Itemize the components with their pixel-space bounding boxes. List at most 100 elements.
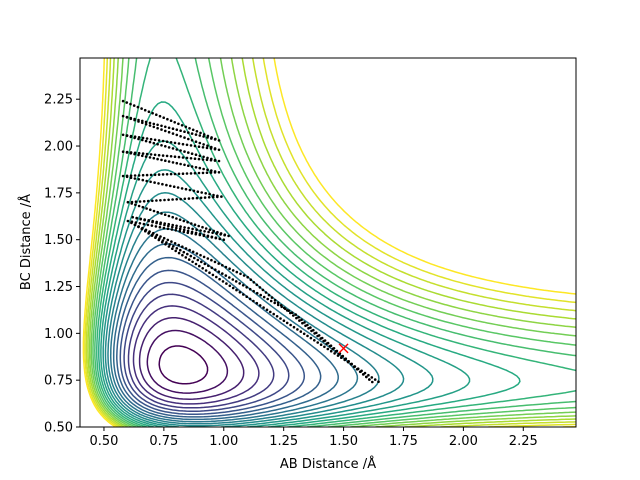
trajectory-point	[175, 148, 179, 151]
trajectory-point	[241, 284, 245, 287]
trajectory-point	[213, 138, 217, 141]
trajectory-point	[186, 252, 189, 256]
trajectory-point	[126, 200, 130, 204]
trajectory-point	[141, 154, 144, 158]
trajectory-point	[184, 247, 188, 250]
trajectory-point	[125, 151, 129, 154]
trajectory-point	[206, 235, 210, 238]
trajectory-point	[294, 313, 298, 316]
trajectory-point	[234, 280, 238, 283]
trajectory-point	[194, 262, 198, 266]
trajectory-point	[161, 139, 165, 143]
trajectory-point	[171, 147, 175, 150]
trajectory-point	[325, 342, 329, 346]
trajectory-point	[170, 228, 174, 231]
trajectory-point	[377, 380, 380, 384]
y-tick-label: 1.50	[44, 233, 73, 248]
trajectory-point	[276, 303, 280, 307]
trajectory-point	[121, 150, 125, 153]
trajectory-point	[206, 144, 209, 147]
trajectory-point	[209, 171, 213, 174]
contour-level-9	[109, 228, 359, 423]
trajectory-point	[276, 301, 280, 305]
trajectory-point	[144, 139, 148, 143]
trajectory-point	[157, 238, 161, 242]
trajectory-point	[167, 130, 171, 134]
trajectory-point	[215, 275, 218, 279]
trajectory-point	[173, 242, 177, 245]
trajectory-point	[167, 214, 171, 218]
contour-level-21	[85, 58, 576, 427]
trajectory-point	[152, 141, 156, 145]
trajectory-point	[183, 226, 186, 229]
trajectory-point	[202, 143, 205, 146]
trajectory-point	[182, 250, 186, 254]
trajectory-point	[141, 136, 145, 140]
trajectory-point	[169, 172, 173, 176]
trajectory-point	[323, 345, 326, 349]
trajectory-point	[222, 238, 226, 241]
trajectory-point	[162, 226, 166, 230]
trajectory-point	[181, 156, 185, 159]
trajectory-point	[295, 316, 298, 320]
trajectory-point	[175, 128, 179, 131]
contour-level-15	[96, 58, 576, 427]
trajectory-point	[163, 213, 167, 216]
trajectory-point	[200, 191, 203, 194]
trajectory-point	[292, 325, 296, 329]
trajectory-point	[176, 186, 180, 189]
trajectory-point	[227, 234, 230, 238]
trajectory-point	[171, 247, 174, 250]
trajectory-point	[199, 131, 202, 135]
trajectory-point	[198, 134, 202, 137]
trajectory-point	[173, 172, 177, 176]
trajectory-point	[245, 295, 248, 299]
trajectory-point	[204, 227, 208, 230]
trajectory-point	[145, 179, 148, 183]
trajectory-point	[183, 163, 186, 167]
trajectory-point	[144, 229, 147, 233]
trajectory-point	[221, 264, 224, 267]
trajectory-point	[319, 337, 323, 340]
trajectory-point	[171, 127, 175, 130]
trajectory-point	[165, 173, 169, 176]
contour-level-13	[100, 140, 471, 427]
contour-level-2	[138, 317, 245, 400]
trajectory-point	[125, 134, 129, 138]
trajectory-point	[167, 245, 171, 248]
trajectory-point	[193, 157, 197, 160]
trajectory-point	[142, 200, 146, 203]
trajectory-point	[373, 378, 377, 381]
trajectory-point	[202, 167, 205, 171]
trajectory-point	[297, 315, 300, 319]
x-tick-label: 2.25	[509, 434, 538, 449]
trajectory-point	[179, 162, 182, 166]
trajectory-point	[187, 226, 190, 230]
trajectory-point	[145, 137, 149, 140]
trajectory-point	[156, 157, 159, 161]
trajectory-point	[155, 233, 159, 237]
trajectory-point	[173, 121, 176, 124]
trajectory-point	[145, 207, 148, 210]
trajectory-point	[121, 99, 125, 103]
trajectory-point	[279, 304, 283, 307]
trajectory-point	[225, 282, 228, 285]
contour-level-4	[127, 293, 275, 409]
trajectory-point	[133, 177, 137, 180]
trajectory-point	[198, 166, 202, 170]
y-tick-label: 0.50	[44, 421, 73, 436]
trajectory-point	[319, 343, 323, 347]
trajectory-point	[194, 153, 198, 156]
trajectory-point	[148, 140, 152, 144]
trajectory-point	[197, 145, 201, 148]
trajectory-point	[137, 174, 141, 177]
trajectory-point	[188, 248, 191, 252]
trajectory-point	[144, 120, 148, 124]
trajectory-point	[167, 160, 171, 163]
trajectory-point	[209, 147, 213, 150]
trajectory-point	[153, 181, 156, 184]
trajectory-point	[125, 101, 129, 104]
x-tick-label: 0.75	[149, 434, 178, 449]
trajectory-point	[197, 157, 201, 161]
trajectory-point	[133, 136, 136, 140]
